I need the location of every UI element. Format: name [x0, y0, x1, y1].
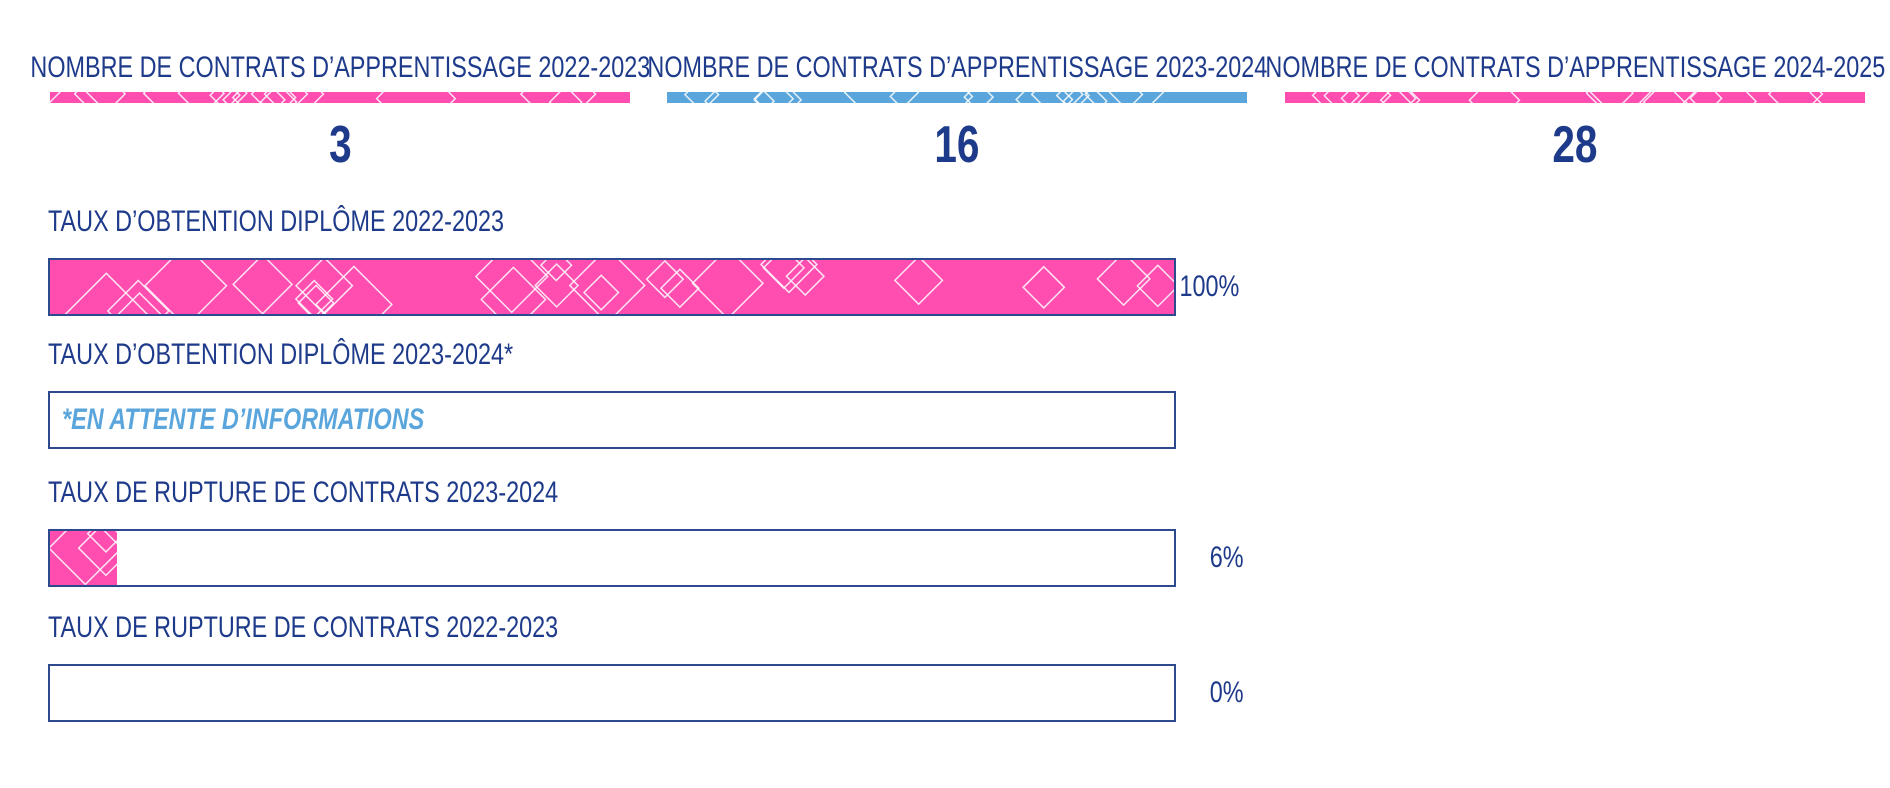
pending-note: *EN ATTENTE D’INFORMATIONS — [62, 403, 425, 436]
stat-title: NOMBRE DE CONTRATS D’APPRENTISSAGE 2024-… — [1265, 51, 1885, 84]
rate-label: TAUX DE RUPTURE DE CONTRATS 2022-2023 — [48, 611, 559, 644]
rate-value: 100% — [1179, 270, 1240, 303]
rate-row-rupture-2023-2024: TAUX DE RUPTURE DE CONTRATS 2023-2024 6% — [48, 475, 1248, 587]
stat-card-2023-2024: NOMBRE DE CONTRATS D’APPRENTISSAGE 2023-… — [647, 50, 1267, 175]
rate-bar: *EN ATTENTE D’INFORMATIONS — [48, 391, 1176, 449]
rate-label: TAUX DE RUPTURE DE CONTRATS 2023-2024 — [48, 476, 559, 509]
stat-card-2024-2025: NOMBRE DE CONTRATS D’APPRENTISSAGE 2024-… — [1265, 50, 1885, 175]
rate-label: TAUX D’OBTENTION DIPLÔME 2023-2024* — [48, 338, 514, 371]
stat-value: 3 — [328, 116, 352, 174]
rate-bar — [48, 258, 1176, 316]
stat-value: 28 — [1552, 116, 1598, 174]
rate-row-rupture-2022-2023: TAUX DE RUPTURE DE CONTRATS 2022-2023 0% — [48, 610, 1248, 722]
stat-strip — [1285, 92, 1865, 103]
stat-card-2022-2023: NOMBRE DE CONTRATS D’APPRENTISSAGE 2022-… — [30, 50, 650, 175]
rate-value: 6% — [1209, 541, 1244, 574]
stat-title: NOMBRE DE CONTRATS D’APPRENTISSAGE 2022-… — [30, 51, 650, 84]
rate-row-diplome-2022-2023: TAUX D’OBTENTION DIPLÔME 2022-2023 100% — [48, 204, 1248, 316]
rate-bar — [48, 664, 1176, 722]
stat-title: NOMBRE DE CONTRATS D’APPRENTISSAGE 2023-… — [647, 51, 1267, 84]
rate-bar-fill — [50, 260, 1174, 314]
rate-bar-fill — [50, 531, 117, 585]
stat-strip — [667, 92, 1247, 103]
rate-label: TAUX D’OBTENTION DIPLÔME 2022-2023 — [48, 205, 505, 238]
rate-row-diplome-2023-2024: TAUX D’OBTENTION DIPLÔME 2023-2024* *EN … — [48, 337, 1248, 449]
stat-value: 16 — [934, 116, 980, 174]
rate-value: 0% — [1209, 676, 1244, 709]
rate-bar — [48, 529, 1176, 587]
stat-strip — [50, 92, 630, 103]
